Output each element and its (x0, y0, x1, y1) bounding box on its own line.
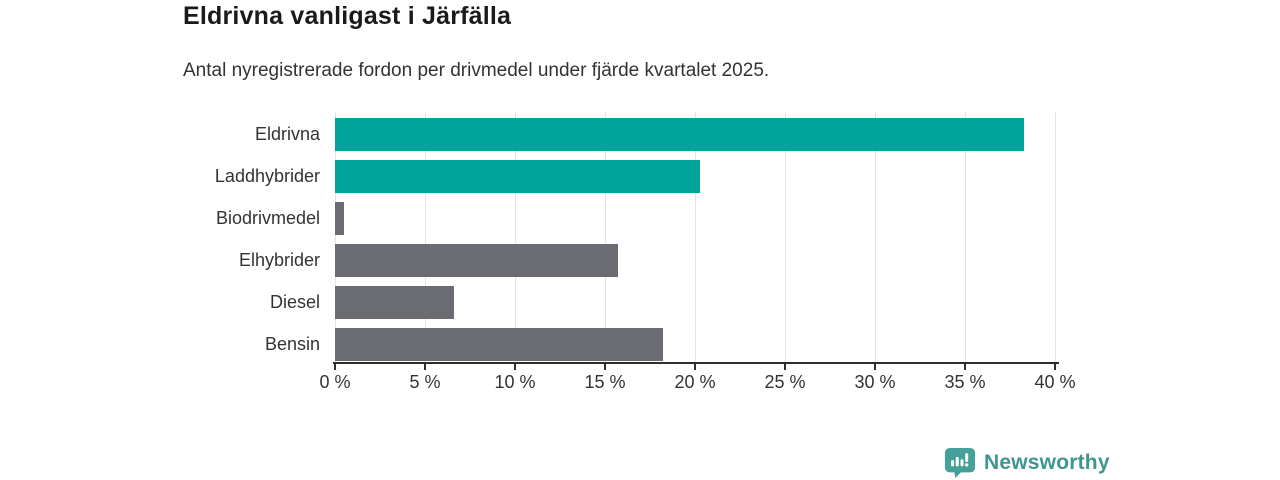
x-axis-tick-label: 0 % (319, 372, 351, 392)
gridline (695, 112, 696, 362)
gridline (875, 112, 876, 362)
x-axis-tick (964, 364, 966, 370)
newsworthy-logo: Newsworthy (944, 447, 1110, 479)
plot-area (335, 112, 1056, 362)
bar-laddhybrider (335, 160, 701, 193)
gridline (605, 112, 606, 362)
x-axis-tick-label: 35 % (944, 372, 986, 392)
x-axis-tick (874, 364, 876, 370)
gridline (515, 112, 516, 362)
gridline (335, 112, 336, 362)
x-axis-tick (424, 364, 426, 370)
x-axis-tick-label: 30 % (854, 372, 896, 392)
category-label: Bensin (264, 334, 320, 354)
gridline (425, 112, 426, 362)
newsworthy-logo-text: Newsworthy (984, 451, 1110, 474)
gridline (965, 112, 966, 362)
bar-diesel (335, 286, 454, 319)
x-axis-tick (604, 364, 606, 370)
x-axis-tick (334, 364, 336, 370)
category-label: Eldrivna (254, 124, 320, 144)
x-axis-tick-label: 40 % (1034, 372, 1076, 392)
category-label: Diesel (269, 292, 320, 312)
newsworthy-chart-bubble-icon (944, 447, 976, 479)
x-axis-tick-label: 10 % (494, 372, 536, 392)
gridline (1055, 112, 1056, 362)
x-axis-tick-label: 5 % (409, 372, 441, 392)
x-axis-tick (784, 364, 786, 370)
x-axis-tick (1054, 364, 1056, 370)
chart-subtitle: Antal nyregistrerade fordon per drivmede… (183, 60, 770, 81)
chart-title: Eldrivna vanligast i Järfälla (183, 2, 512, 30)
x-axis-tick-label: 25 % (764, 372, 806, 392)
category-label: Biodrivmedel (215, 208, 320, 228)
gridline (785, 112, 786, 362)
category-label: Elhybrider (238, 250, 320, 270)
category-label: Laddhybrider (214, 166, 320, 186)
x-axis-tick (694, 364, 696, 370)
bar-bensin (335, 328, 663, 361)
x-axis-tick-label: 15 % (584, 372, 626, 392)
bar-biodrivmedel (335, 202, 344, 235)
x-axis-line (333, 362, 1059, 364)
x-axis-tick-label: 20 % (674, 372, 716, 392)
bar-elhybrider (335, 244, 618, 277)
bar-eldrivna (335, 118, 1025, 151)
x-axis-tick (514, 364, 516, 370)
